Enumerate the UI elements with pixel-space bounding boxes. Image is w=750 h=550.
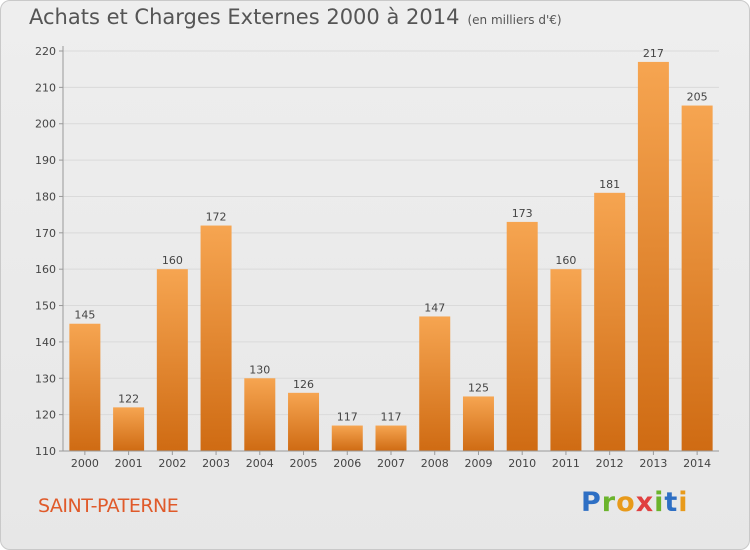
- y-tick-label: 110: [35, 445, 56, 458]
- bar: [113, 407, 145, 451]
- bar: [550, 269, 582, 451]
- x-tick-label: 2006: [333, 457, 361, 470]
- bar: [331, 425, 363, 451]
- logo-letter: i: [654, 487, 665, 518]
- y-tick-label: 180: [35, 190, 56, 203]
- x-tick-label: 2012: [596, 457, 624, 470]
- bar: [200, 225, 232, 451]
- data-label: 217: [643, 47, 664, 60]
- y-tick-label: 130: [35, 372, 56, 385]
- y-tick-label: 120: [35, 409, 56, 422]
- x-tick-label: 2005: [290, 457, 318, 470]
- y-tick-label: 170: [35, 227, 56, 240]
- y-tick-label: 140: [35, 336, 56, 349]
- bar: [244, 378, 276, 451]
- x-tick-label: 2013: [639, 457, 667, 470]
- chart-title: Achats et Charges Externes 2000 à 2014: [29, 5, 460, 29]
- data-label: 122: [118, 392, 139, 405]
- data-label: 117: [337, 411, 358, 424]
- bar: [681, 105, 713, 451]
- bar: [506, 221, 538, 451]
- x-tick-label: 2003: [202, 457, 230, 470]
- data-label: 126: [293, 378, 314, 391]
- chart-subtitle: (en milliers d'€): [467, 13, 562, 27]
- data-label: 125: [468, 381, 489, 394]
- x-tick-label: 2008: [421, 457, 449, 470]
- bar: [156, 269, 188, 451]
- bars: [69, 61, 713, 452]
- y-tick-label: 150: [35, 300, 56, 313]
- data-label: 172: [206, 211, 227, 224]
- x-tick-label: 2004: [246, 457, 274, 470]
- x-tick-label: 2009: [464, 457, 492, 470]
- bar: [375, 425, 407, 451]
- logo-letter: x: [635, 487, 655, 518]
- y-tick-label: 210: [35, 81, 56, 94]
- bar: [69, 323, 101, 451]
- bar: [462, 396, 494, 451]
- data-label: 173: [512, 207, 533, 220]
- x-tick-label: 2000: [71, 457, 99, 470]
- logo-letter: r: [601, 487, 617, 518]
- logo-letter: P: [581, 487, 602, 518]
- data-label: 160: [162, 254, 183, 267]
- x-tick-label: 2014: [683, 457, 711, 470]
- x-tick-label: 2011: [552, 457, 580, 470]
- y-tick-label: 160: [35, 263, 56, 276]
- proxiti-logo: Proxiti: [581, 487, 689, 518]
- x-tick-label: 2010: [508, 457, 536, 470]
- logo-letter: i: [678, 487, 689, 518]
- bar: [637, 61, 669, 452]
- labels: 110 120 130 140 150 160 170 180 190 200 210 220 145 2…: [35, 45, 711, 470]
- data-label: 130: [249, 363, 270, 376]
- y-tick-label: 220: [35, 45, 56, 58]
- bar: [594, 192, 626, 451]
- data-label: 147: [424, 301, 445, 314]
- data-label: 160: [555, 254, 576, 267]
- x-tick-label: 2007: [377, 457, 405, 470]
- commune-name: SAINT-PATERNE: [38, 495, 179, 517]
- data-label: 205: [687, 91, 708, 104]
- y-tick-label: 200: [35, 118, 56, 131]
- bar: [419, 316, 451, 451]
- x-tick-label: 2001: [115, 457, 143, 470]
- data-label: 117: [381, 411, 402, 424]
- bar: [288, 392, 320, 451]
- y-tick-label: 190: [35, 154, 56, 167]
- data-label: 145: [74, 309, 95, 322]
- chart-title-line: Achats et Charges Externes 2000 à 2014 (e…: [29, 5, 562, 29]
- x-tick-label: 2002: [158, 457, 186, 470]
- axes: [59, 46, 719, 455]
- logo-letter: o: [616, 487, 636, 518]
- logo-letter: t: [664, 487, 679, 518]
- data-label: 181: [599, 178, 620, 191]
